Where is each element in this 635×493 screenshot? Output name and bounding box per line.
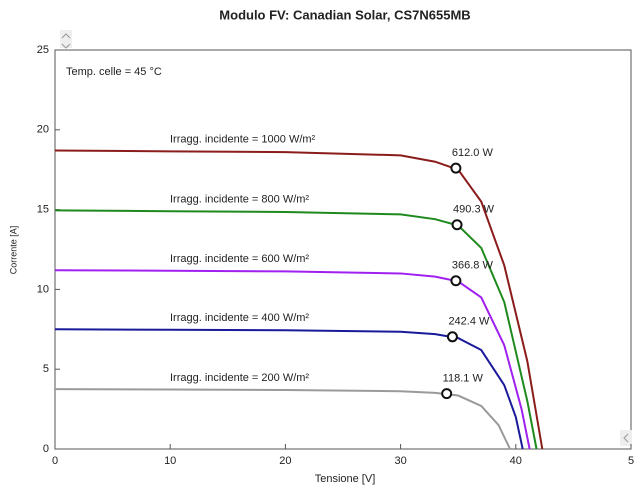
x-tick-label: 30 bbox=[394, 455, 406, 467]
x-tick-label: 20 bbox=[279, 455, 291, 467]
x-tick-label: 40 bbox=[510, 455, 522, 467]
mpp-label: 490.3 W bbox=[453, 204, 495, 216]
x-tick-label: 0 bbox=[52, 455, 58, 467]
iv-curve bbox=[54, 388, 511, 450]
mpp-marker bbox=[451, 219, 463, 231]
y-axis-label: Corrente [A] bbox=[8, 226, 18, 275]
annotation: Temp. celle = 45 °C bbox=[66, 66, 162, 78]
curve-label: Irragg. incidente = 400 W/m² bbox=[170, 312, 309, 324]
curve-label: Irragg. incidente = 800 W/m² bbox=[170, 193, 309, 205]
y-tick-label: 25 bbox=[37, 44, 49, 56]
x-tick-label: 5 bbox=[628, 455, 634, 467]
mpp-marker bbox=[450, 275, 462, 287]
curve-label: Irragg. incidente = 200 W/m² bbox=[170, 372, 309, 384]
y-tick-label: 0 bbox=[43, 443, 49, 455]
mpp-marker bbox=[450, 162, 462, 174]
x-axis-label: Tensione [V] bbox=[315, 473, 376, 485]
curve-label: Irragg. incidente = 600 W/m² bbox=[170, 253, 309, 265]
mpp-label: 242.4 W bbox=[448, 316, 490, 328]
x-tick-label: 10 bbox=[164, 455, 176, 467]
curve-label: Irragg. incidente = 1000 W/m² bbox=[170, 133, 316, 145]
iv-curve bbox=[54, 209, 538, 450]
scroll-left[interactable] bbox=[620, 430, 632, 446]
mpp-marker bbox=[441, 388, 453, 400]
iv-curve bbox=[54, 269, 531, 450]
iv-curve bbox=[54, 149, 544, 450]
mpp-label: 612.0 W bbox=[452, 147, 494, 159]
y-tick-label: 20 bbox=[37, 124, 49, 136]
y-tick-label: 15 bbox=[37, 204, 49, 216]
mpp-label: 366.8 W bbox=[452, 260, 494, 272]
y-tick-label: 5 bbox=[43, 363, 49, 375]
plot-frame bbox=[54, 49, 632, 450]
y-tick-label: 10 bbox=[37, 283, 49, 295]
scroll-up[interactable] bbox=[60, 30, 72, 49]
mpp-label: 118.1 W bbox=[443, 373, 484, 385]
chart-title: Modulo FV: Canadian Solar, CS7N655MB bbox=[219, 7, 470, 22]
iv-curve bbox=[54, 328, 524, 450]
mpp-marker bbox=[446, 331, 458, 343]
